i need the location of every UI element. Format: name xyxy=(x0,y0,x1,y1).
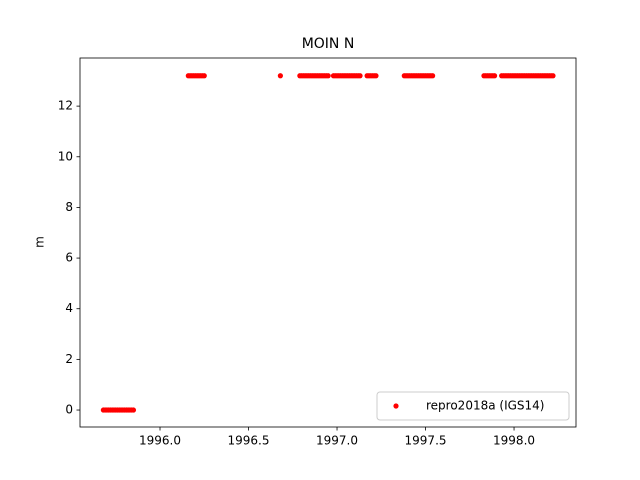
x-tick-label: 1996.5 xyxy=(228,434,270,448)
legend-label: repro2018a (IGS14) xyxy=(426,399,544,413)
point xyxy=(201,73,207,79)
point xyxy=(430,73,436,79)
legend-marker xyxy=(393,403,399,409)
y-tick-label: 6 xyxy=(65,251,73,265)
y-tick-label: 0 xyxy=(65,403,73,417)
point xyxy=(325,73,331,79)
x-tick-label: 1998.0 xyxy=(493,434,535,448)
x-tick-label: 1997.0 xyxy=(316,434,358,448)
legend-box xyxy=(376,391,570,421)
point xyxy=(357,73,363,79)
chart-title: MOIN N xyxy=(302,36,355,52)
y-tick-label: 2 xyxy=(65,352,73,366)
plot-frame xyxy=(79,57,577,428)
point xyxy=(491,73,498,79)
point xyxy=(130,407,137,413)
point xyxy=(277,73,283,79)
y-axis-label: m xyxy=(33,236,47,248)
y-tick-label: 10 xyxy=(58,149,73,163)
x-tick-label: 1996.0 xyxy=(139,434,181,448)
y-tick-label: 8 xyxy=(65,200,73,214)
point xyxy=(550,73,556,79)
x-tick-label: 1997.5 xyxy=(405,434,447,448)
y-tick-label: 12 xyxy=(58,99,73,113)
point xyxy=(373,73,379,79)
y-tick-label: 4 xyxy=(65,301,73,315)
